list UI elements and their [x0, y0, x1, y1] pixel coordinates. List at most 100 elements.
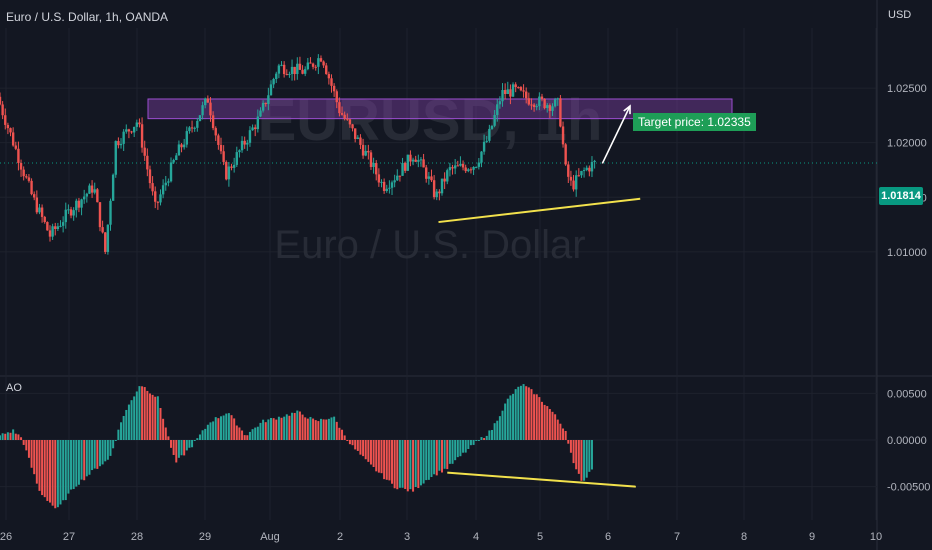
ao-bar — [364, 440, 367, 460]
candle-body — [185, 131, 189, 145]
ao-bar — [75, 440, 78, 487]
ao-bar — [369, 440, 372, 465]
ao-bar — [35, 440, 38, 484]
ao-bar — [262, 419, 265, 440]
ao-bar — [48, 440, 51, 503]
ao-bar — [383, 440, 386, 480]
ao-bar — [475, 440, 478, 441]
candle-body — [427, 176, 431, 179]
ao-bar — [225, 413, 228, 440]
candle-body — [419, 159, 423, 161]
ao-bar — [304, 417, 307, 440]
ao-bar — [480, 437, 483, 440]
ao-bar — [406, 440, 409, 492]
candle-body — [238, 150, 241, 153]
ao-bar — [106, 440, 109, 460]
candle-body — [385, 188, 388, 191]
candle-body — [282, 64, 286, 75]
candle-body — [22, 169, 25, 177]
ao-bar — [0, 435, 1, 440]
candle-body — [580, 171, 583, 176]
ao-bar — [104, 440, 107, 462]
candle-body — [322, 61, 325, 66]
ao-bar — [451, 440, 454, 464]
ao-bar — [385, 440, 388, 480]
candle-body — [303, 69, 307, 74]
ao-bar — [433, 440, 436, 475]
candle-body — [40, 207, 44, 217]
candle-body — [346, 118, 349, 120]
ao-bar — [443, 440, 446, 469]
candle-body — [122, 131, 125, 144]
candle-body — [343, 114, 346, 119]
candle-body — [411, 159, 415, 162]
ao-y-tick-label: 0.00000 — [887, 435, 927, 447]
candle-body — [338, 102, 341, 114]
candle-body — [498, 101, 502, 105]
resistance-zone — [147, 98, 733, 120]
ao-bar — [164, 427, 167, 440]
candle-body — [572, 180, 575, 190]
candle-body — [393, 180, 396, 183]
ao-bar — [490, 429, 493, 440]
ao-bar — [256, 426, 259, 440]
candle-body — [277, 65, 281, 74]
candle-body — [272, 78, 275, 85]
candle-body — [551, 106, 554, 111]
candle-body — [482, 141, 486, 152]
ao-bar — [530, 389, 533, 440]
candle-body — [501, 90, 504, 102]
ao-bar — [167, 436, 170, 440]
ao-bar — [317, 421, 320, 440]
candle-body — [11, 132, 15, 146]
ao-bar — [535, 394, 538, 440]
ao-bar — [143, 387, 146, 440]
ao-bar — [254, 427, 257, 440]
ao-bar — [22, 440, 25, 445]
candle-body — [306, 62, 310, 70]
candle-body — [475, 166, 478, 168]
candle-body — [298, 63, 302, 70]
candle-body — [553, 99, 557, 107]
candle-body — [503, 90, 507, 95]
ao-bar — [559, 423, 562, 440]
ao-bar — [117, 429, 120, 440]
candle-body — [225, 161, 228, 180]
ao-bar — [388, 440, 391, 481]
candle-body — [422, 159, 425, 168]
ao-bar — [472, 440, 475, 445]
ao-bar — [1, 433, 4, 440]
candle-body — [532, 104, 536, 108]
x-tick-label: 2 — [337, 531, 343, 543]
ao-bar — [56, 440, 59, 508]
ao-bar — [151, 394, 154, 440]
ao-bar — [14, 433, 17, 440]
ao-bar — [409, 440, 412, 490]
ao-bar — [585, 440, 588, 478]
candle-body — [201, 105, 204, 116]
candle-body — [448, 167, 452, 171]
ao-bar — [17, 434, 20, 440]
ao-bar — [469, 440, 472, 446]
candle-body — [6, 124, 10, 129]
candle-body — [417, 160, 420, 162]
candle-body — [180, 144, 183, 148]
ao-bar — [72, 440, 75, 490]
candle-body — [254, 127, 257, 130]
candle-body — [538, 96, 541, 107]
ao-bar — [540, 401, 543, 440]
ao-bar — [77, 440, 80, 485]
ao-bar — [243, 435, 246, 440]
ao-bar — [206, 424, 209, 440]
candle-body — [593, 160, 596, 162]
candle-body — [246, 142, 249, 145]
ao-bar — [233, 418, 236, 440]
candle-body — [469, 169, 473, 171]
candle-body — [59, 225, 62, 227]
candle-body — [135, 122, 139, 127]
ao-bar — [204, 428, 207, 440]
ao-bar — [212, 421, 215, 440]
candle-body — [25, 176, 28, 178]
candle-body — [388, 187, 391, 189]
